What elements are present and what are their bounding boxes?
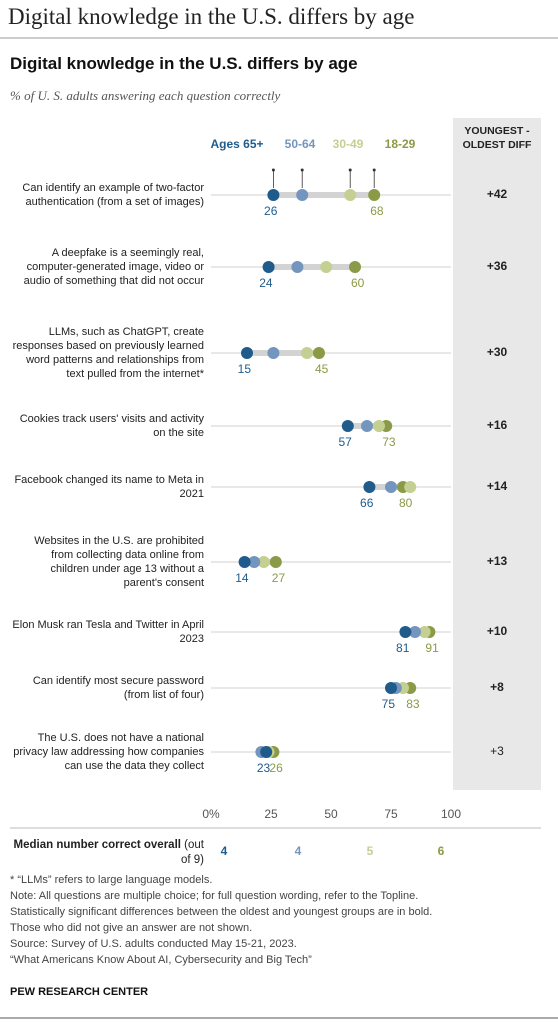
data-label: 26	[269, 761, 283, 775]
x-tick-label: 50	[324, 807, 338, 821]
dot	[385, 682, 397, 694]
dot	[404, 481, 417, 493]
legend-connector-dot	[300, 168, 304, 172]
median-title: Median number correct overall	[13, 839, 181, 851]
dot	[373, 420, 385, 432]
note-line: Statistically significant differences be…	[10, 906, 433, 918]
category-label: The U.S. does not have a national privac…	[13, 732, 204, 772]
data-label: 26	[264, 204, 278, 218]
legend-connector-dot	[271, 168, 275, 172]
data-label: 83	[406, 697, 420, 711]
category-label: LLMs, such as ChatGPT, create responses …	[12, 326, 204, 380]
median-note: (out of 9)	[180, 839, 204, 866]
dot	[267, 347, 280, 359]
dot	[349, 261, 361, 273]
data-label: 24	[259, 276, 273, 290]
diff-value: +3	[490, 744, 504, 758]
dot	[399, 626, 412, 638]
diff-value: +14	[487, 479, 508, 493]
data-label: 81	[396, 641, 410, 655]
category-label: Elon Musk ran Tesla and Twitter in April…	[12, 619, 204, 645]
note-line: “What Americans Know About AI, Cybersecu…	[10, 954, 312, 966]
legend-label: 50-64	[285, 137, 316, 151]
median-value: 4	[221, 844, 228, 858]
note-line: * “LLMs” refers to large language models…	[10, 874, 213, 886]
legend-label: 18-29	[385, 137, 416, 151]
legend-label: Ages 65+	[210, 137, 263, 151]
dot	[320, 261, 333, 273]
data-label: 73	[382, 435, 396, 449]
data-label: 23	[257, 761, 271, 775]
dot	[301, 347, 313, 359]
source: PEW RESEARCH CENTER	[10, 986, 149, 998]
category-label: A deepfake is a seemingly real, computer…	[23, 247, 204, 287]
dot	[341, 420, 354, 432]
dot	[363, 481, 376, 493]
legend-connector-dot	[372, 168, 376, 172]
dot	[260, 746, 273, 758]
data-label: 66	[360, 496, 374, 510]
headline: Digital knowledge in the U.S. differs by…	[8, 4, 415, 29]
dot	[361, 420, 373, 432]
data-label: 91	[425, 641, 439, 655]
data-label: 80	[399, 496, 413, 510]
category-label: Websites in the U.S. are prohibited from…	[34, 535, 204, 589]
dot	[262, 261, 275, 273]
category-label: Can identify most secure password (from …	[32, 675, 204, 701]
dot	[385, 481, 397, 493]
data-label: 45	[315, 362, 329, 376]
dot	[269, 556, 282, 568]
category-label: Cookies track users' visits and activity…	[19, 413, 204, 439]
dot	[313, 347, 325, 359]
diff-value: +16	[487, 418, 508, 432]
data-label: 27	[272, 571, 286, 585]
note-line: Source: Survey of U.S. adults conducted …	[10, 938, 297, 950]
note-line: Those who did not give an answer are not…	[10, 922, 253, 934]
diff-value: +10	[487, 624, 508, 638]
legend-connector-dot	[348, 168, 352, 172]
diff-value: +42	[487, 187, 508, 201]
data-label: 15	[238, 362, 252, 376]
dot	[368, 189, 381, 201]
median-value: 4	[295, 844, 302, 858]
x-tick-label: 25	[264, 807, 278, 821]
median-value: 6	[438, 844, 445, 858]
data-label: 75	[382, 697, 396, 711]
dot	[267, 189, 280, 201]
category-label: Facebook changed its name to Meta in 202…	[14, 474, 204, 500]
x-tick-label: 75	[384, 807, 398, 821]
legend-label: 30-49	[333, 137, 364, 151]
subtitle: % of U. S. adults answering each questio…	[10, 88, 281, 103]
x-tick-label: 0%	[202, 807, 220, 821]
dot	[257, 556, 270, 568]
diff-value: +30	[487, 345, 508, 359]
note-line: Note: All questions are multiple choice;…	[10, 890, 419, 902]
data-label: 60	[351, 276, 365, 290]
data-label: 57	[338, 435, 352, 449]
dot	[409, 626, 421, 638]
diff-value: +36	[487, 259, 508, 273]
dot	[241, 347, 253, 359]
chart-title: Digital knowledge in the U.S. differs by…	[10, 54, 358, 73]
diff-column	[453, 118, 541, 790]
dot	[291, 261, 304, 273]
data-label: 68	[370, 204, 384, 218]
dot	[344, 189, 357, 201]
notes: * “LLMs” refers to large language models…	[10, 872, 432, 968]
diff-value: +13	[487, 554, 508, 568]
median-label: Median number correct overall (out of 9)	[12, 838, 204, 868]
median-value: 5	[367, 844, 374, 858]
diff-value: +8	[490, 680, 504, 694]
dot	[248, 556, 261, 568]
dot	[296, 189, 309, 201]
dot	[238, 556, 251, 568]
category-label: Can identify an example of two-factor au…	[22, 182, 204, 208]
diff-header: YOUNGEST - OLDEST DIFF	[462, 125, 532, 151]
data-label: 14	[235, 571, 249, 585]
x-tick-label: 100	[441, 807, 461, 821]
dot	[418, 626, 431, 638]
